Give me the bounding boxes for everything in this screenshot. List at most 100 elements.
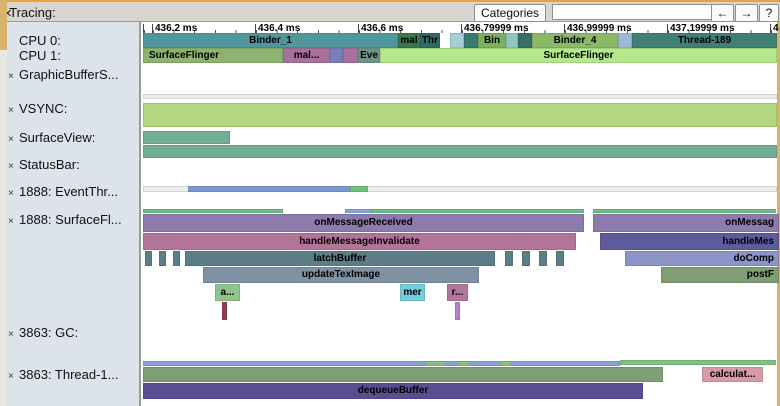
slice-strip-green[interactable] <box>593 209 776 213</box>
slice-thread-strip[interactable] <box>425 361 445 366</box>
slice-unlabeled[interactable] <box>618 33 632 48</box>
categories-button[interactable]: Categories <box>474 4 547 22</box>
track-row-label-3: × VSYNC: <box>7 101 139 117</box>
track-row-label-8: × 3863: GC: <box>7 325 139 341</box>
ruler-tick-5: 436.99999 ms <box>564 24 667 34</box>
page-title: ✕Tracing: <box>3 5 56 20</box>
slice-surfaceview[interactable] <box>143 131 230 144</box>
slice-surfaceflinger[interactable]: SurfaceFlinger <box>380 48 777 63</box>
slice-unlabeled[interactable] <box>518 33 532 48</box>
slice-strip-blue[interactable] <box>345 209 372 213</box>
close-track-icon[interactable]: × <box>8 71 14 82</box>
tracing-label: Tracing: <box>9 5 56 20</box>
ruler-tick-1: 436.2 ms <box>152 24 255 34</box>
slice-handlemessage[interactable]: handleMes <box>600 233 779 250</box>
track-label-panel <box>7 22 141 406</box>
toolbar: ✕Tracing: Categories ← → ? <box>0 2 780 22</box>
slice-handlemessageinvalidate[interactable]: handleMessageInvalidate <box>143 233 576 250</box>
slice-dequeuebuffer[interactable]: dequeueBuffer <box>143 383 643 399</box>
slice-postf[interactable]: postF <box>661 267 779 283</box>
slice-a[interactable]: a... <box>215 284 240 301</box>
close-track-icon[interactable]: × <box>8 105 14 116</box>
close-track-icon[interactable]: × <box>8 329 14 340</box>
close-track-icon[interactable]: × <box>8 188 14 199</box>
slice-latchbuffer-tick[interactable] <box>556 251 564 266</box>
slice-tick[interactable] <box>222 302 227 320</box>
slice-latchbuffer-tick[interactable] <box>505 251 513 266</box>
slice-tick[interactable] <box>455 302 460 320</box>
slice-latchbuffer-tick[interactable] <box>539 251 547 266</box>
track-label: 3863: GC: <box>19 325 79 340</box>
slice-surfaceflinger[interactable]: SurfaceFlinger <box>143 48 283 63</box>
slice-thread-strip[interactable] <box>458 361 470 366</box>
slice-unlabeled[interactable] <box>143 367 663 382</box>
slice-unlabeled[interactable] <box>450 33 464 48</box>
slice-strip-green[interactable] <box>143 209 283 213</box>
slice-thread-189[interactable]: Thread-189 <box>632 33 777 48</box>
slice-eventthread[interactable] <box>350 186 368 192</box>
slice-strip-green[interactable] <box>372 209 584 213</box>
back-arrow-button[interactable]: ← <box>711 4 734 22</box>
slice-latchbuffer-tick[interactable] <box>145 251 152 266</box>
ruler-tick-0 <box>143 24 152 33</box>
slice-latchbuffer-tick[interactable] <box>159 251 166 266</box>
window-top-border <box>0 0 780 2</box>
slice-calculate[interactable]: calculat... <box>702 367 763 382</box>
track-label: StatusBar: <box>19 157 80 172</box>
track-row-label-6: × 1888: EventThr... <box>7 184 139 200</box>
close-track-icon[interactable]: × <box>8 216 14 227</box>
track-label: VSYNC: <box>19 101 68 116</box>
window-left-border <box>0 0 7 22</box>
slice-unlabeled[interactable] <box>506 33 518 48</box>
slice-mer[interactable]: mer <box>400 284 425 301</box>
slice-surfaceview[interactable] <box>143 145 777 158</box>
track-row-label-0: CPU 0: <box>7 33 151 49</box>
slice-latchbuffer-tick[interactable] <box>173 251 180 266</box>
track-label: SurfaceView: <box>19 130 96 145</box>
slice-onmessagereceived[interactable]: onMessageReceived <box>143 214 584 232</box>
close-icon[interactable]: ✕ <box>3 8 13 20</box>
slice-bin[interactable]: Bin <box>478 33 506 48</box>
slice-eve[interactable]: Eve <box>358 48 380 63</box>
slice-updateteximage[interactable]: updateTexImage <box>203 267 479 283</box>
close-track-icon[interactable]: × <box>8 371 14 382</box>
slice-mal[interactable]: mal... <box>283 48 330 63</box>
slice-latchbuffer-tick[interactable] <box>522 251 530 266</box>
slice-unlabeled[interactable] <box>343 48 358 63</box>
vertical-scrollbar[interactable] <box>0 22 7 406</box>
search-input[interactable] <box>552 4 712 20</box>
track-label: GraphicBufferS... <box>19 67 119 82</box>
slice-vsync[interactable] <box>143 103 777 127</box>
forward-arrow-button[interactable]: → <box>735 4 758 22</box>
ruler-tick-3: 436.6 ms <box>358 24 461 34</box>
help-button[interactable]: ? <box>759 4 779 22</box>
vertical-scrollbar-thumb[interactable] <box>0 22 7 50</box>
track-row-label-5: × StatusBar: <box>7 157 139 173</box>
track-strip <box>143 186 777 192</box>
slice-latchbuffer[interactable]: latchBuffer <box>185 251 495 266</box>
track-label: CPU 0: <box>19 33 61 48</box>
close-track-icon[interactable]: × <box>8 161 14 172</box>
slice-mal[interactable]: mal <box>398 33 420 48</box>
slice-thread-strip[interactable] <box>143 361 620 366</box>
track-row-label-7: × 1888: SurfaceFl... <box>7 212 139 228</box>
track-row-label-9: × 3863: Thread-1... <box>7 367 139 383</box>
slice-unlabeled[interactable] <box>464 33 478 48</box>
slice-onmessagereceived[interactable]: onMessag <box>593 214 779 232</box>
slice-docomp[interactable]: doComp <box>625 251 779 266</box>
slice-thread-strip[interactable] <box>620 360 776 365</box>
slice-thr[interactable]: Thr <box>420 33 440 48</box>
track-strip <box>143 94 777 99</box>
slice-binder-1[interactable]: Binder_1 <box>143 33 398 48</box>
slice-binder-4[interactable]: Binder_4 <box>532 33 618 48</box>
ruler-tick-4: 436.79999 ms <box>461 24 564 34</box>
slice-r[interactable]: r... <box>447 284 468 301</box>
slice-unlabeled[interactable] <box>330 48 343 63</box>
close-track-icon[interactable]: × <box>8 134 14 145</box>
track-label: 3863: Thread-1... <box>19 367 119 382</box>
track-row-label-1: CPU 1: <box>7 48 151 64</box>
slice-thread-strip[interactable] <box>500 361 512 366</box>
ruler-tick-6: 437.19999 ms <box>667 24 770 34</box>
slice-eventthread[interactable] <box>188 186 350 192</box>
